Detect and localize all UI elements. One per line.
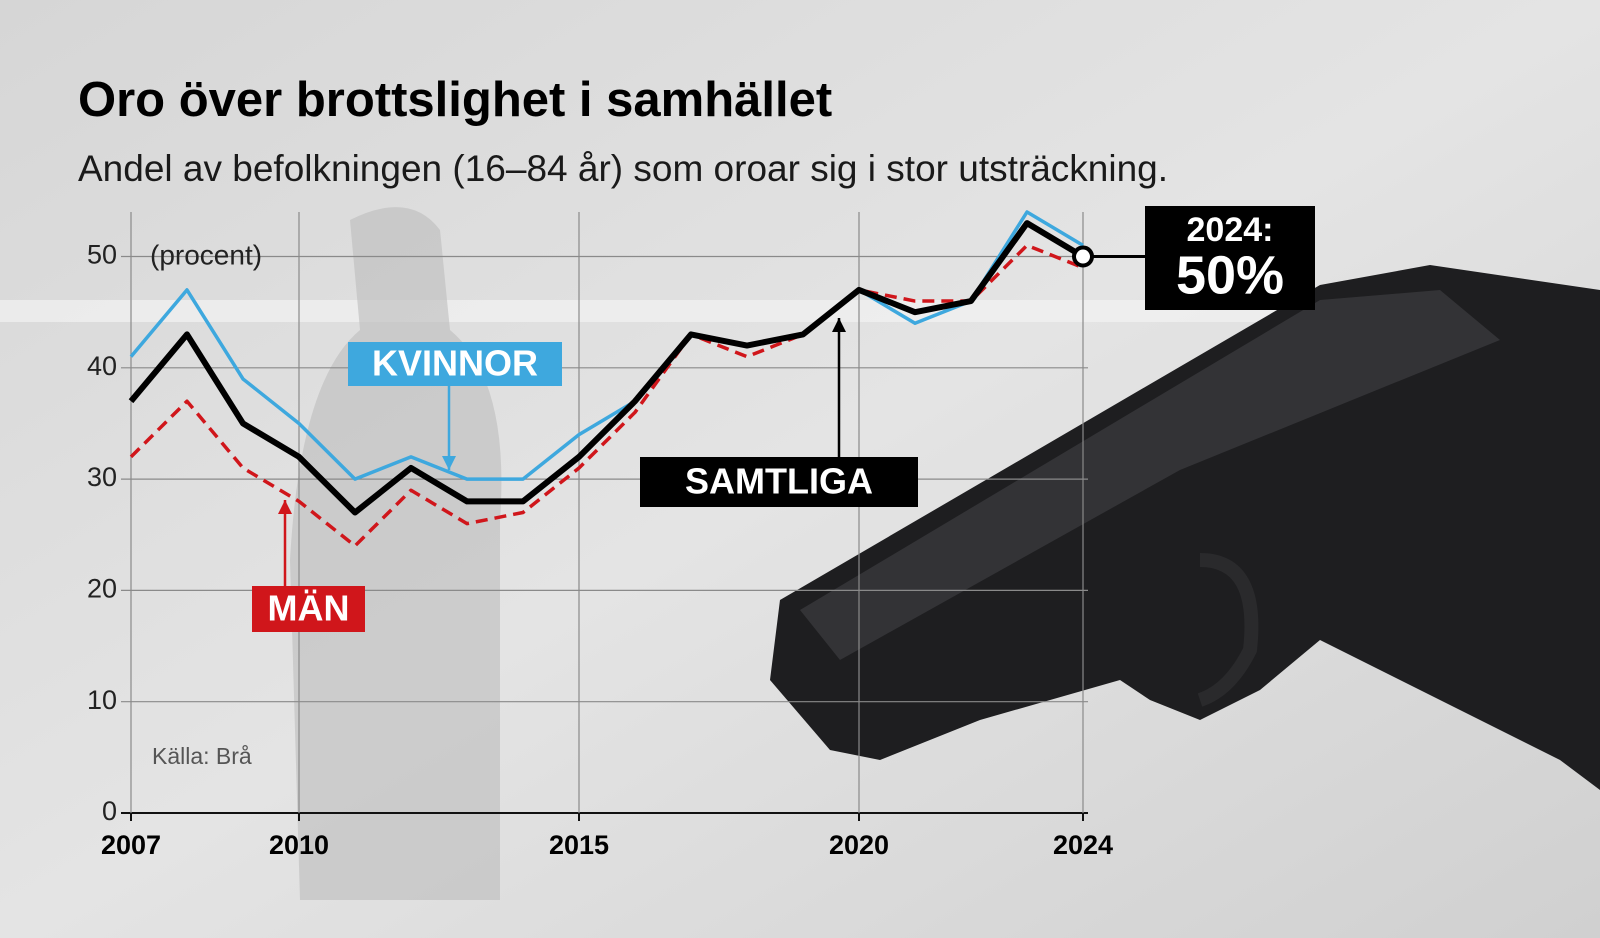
- pistol-body: [770, 265, 1600, 790]
- y-tick-label: 50: [87, 240, 117, 270]
- pistol-trigger: [1197, 553, 1259, 707]
- y-tick-label: 20: [87, 574, 117, 604]
- end-annotation: 2024:: [1187, 211, 1274, 249]
- line-series: [129, 210, 1084, 481]
- chart-title: Oro över brottslighet i samhället: [78, 73, 832, 127]
- chart-subtitle: Andel av befolkningen (16–84 år) som oro…: [78, 148, 1168, 189]
- y-tick-label: 10: [87, 685, 117, 715]
- legend-label: SAMTLIGA: [685, 461, 873, 502]
- x-tick-label: 2010: [269, 830, 329, 860]
- y-tick-label: 0: [102, 796, 117, 826]
- pistol: [770, 265, 1600, 790]
- lines: [128, 210, 1085, 548]
- legend-label: MÄN: [268, 588, 350, 629]
- line-series: [129, 243, 1084, 548]
- label-box: [252, 586, 365, 632]
- y-tick-label: 30: [87, 462, 117, 492]
- label-arrowhead: [278, 500, 292, 514]
- series-labels: KVINNOR MÄN SAMTLIGA 2024:50%: [252, 206, 1315, 632]
- line-series: [128, 220, 1085, 516]
- label-box: [348, 342, 562, 386]
- y-axis-label: (procent): [150, 239, 262, 270]
- label-arrowhead: [832, 318, 846, 332]
- legend-label: KVINNOR: [372, 343, 538, 384]
- grid: 0 10 20 30 40 50 2007 2010 2015 2020 2024: [87, 212, 1113, 860]
- x-tick-label: 2015: [549, 830, 609, 860]
- end-box: [1145, 206, 1315, 310]
- x-tick-label: 2020: [829, 830, 889, 860]
- end-marker: [1072, 245, 1094, 268]
- pistol-slide: [800, 290, 1500, 660]
- y-tick-label: 40: [87, 351, 117, 381]
- label-arrowhead: [442, 456, 456, 470]
- source: Källa: Brå: [152, 743, 252, 769]
- x-tick-label: 2007: [101, 830, 161, 860]
- x-tick-label: 2024: [1053, 830, 1113, 860]
- value-label: 50%: [1176, 245, 1284, 305]
- label-box: [640, 457, 918, 507]
